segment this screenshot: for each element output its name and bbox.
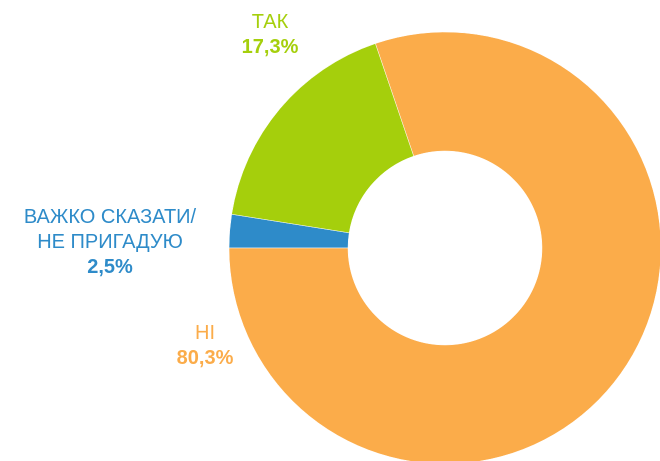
slice-label: НІ 80,3% bbox=[177, 321, 234, 371]
category-label: ТАК bbox=[251, 11, 289, 33]
value-label: 17,3% bbox=[241, 36, 299, 58]
slice-label: ТАК 17,3% bbox=[242, 10, 299, 60]
slice-label: ВАЖКО СКАЗАТИ/ НЕ ПРИГАДУЮ 2,5% bbox=[24, 205, 196, 280]
category-label: НІ bbox=[195, 322, 215, 344]
value-label: 2,5% bbox=[87, 256, 133, 278]
category-label: ВАЖКО СКАЗАТИ/ НЕ ПРИГАДУЮ bbox=[23, 206, 197, 253]
donut-slice bbox=[231, 43, 415, 234]
donut-slice bbox=[228, 31, 660, 461]
value-label: 80,3% bbox=[176, 347, 234, 369]
